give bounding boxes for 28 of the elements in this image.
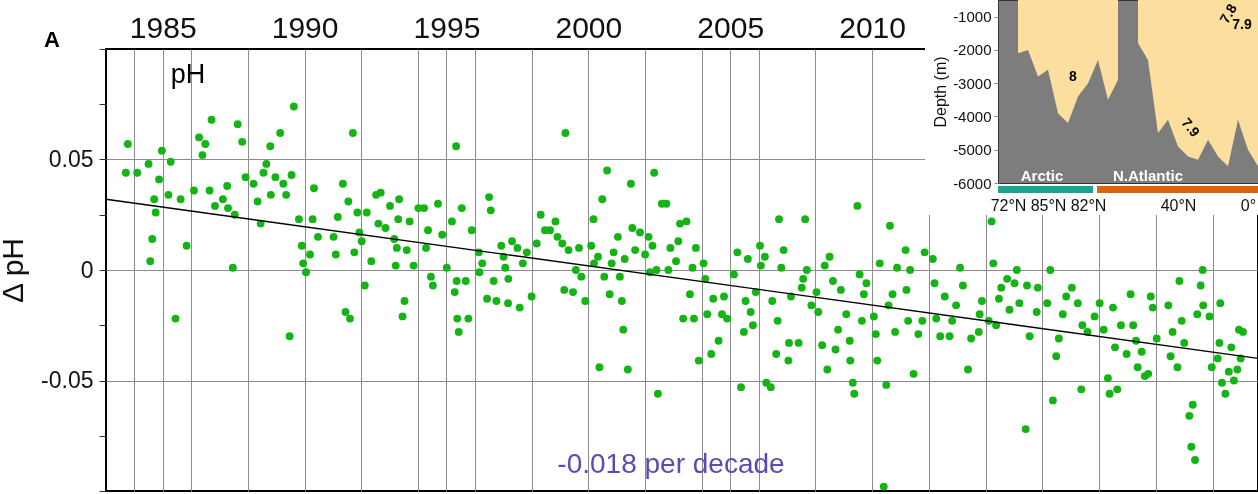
x-tick-label: 1985 (129, 10, 197, 44)
y-tick-label: -1000 (953, 8, 992, 26)
annotation: 8 (1069, 68, 1078, 84)
y-tick-label: -3000 (953, 74, 992, 92)
x-tick-label: 82°N (1070, 196, 1107, 214)
y-tick-label: 0.05 (48, 146, 94, 172)
x-tick-label: 1995 (413, 10, 481, 44)
y-tick-label: -5000 (953, 141, 992, 159)
x-tick-label: 2005 (697, 10, 765, 44)
x-tick-label: 0° (1240, 196, 1257, 214)
x-tick-label: 72°N (990, 196, 1027, 214)
text: A (44, 27, 61, 52)
x-tick-label: 85°N (1030, 196, 1067, 214)
x-tick-label: 2000 (555, 10, 623, 44)
y-tick-label: -0.05 (41, 367, 94, 393)
annotation: 7.9 (1178, 114, 1204, 141)
y-tick-label: 0 (80, 256, 94, 283)
y-tick-label: -2000 (953, 41, 992, 59)
x-tick-label: 1990 (271, 10, 339, 44)
y-axis-title: Depth (m) (932, 56, 950, 128)
y-tick-label: -4000 (953, 107, 992, 125)
annotation: N.Atlantic (1112, 167, 1184, 184)
x-tick-label: 2010 (839, 10, 906, 44)
y-axis-title: Δ pH (0, 237, 30, 304)
x-tick-label: 40°N (1160, 196, 1197, 214)
annotation: Arctic (1020, 167, 1064, 184)
annotation: pH (170, 59, 206, 89)
y-tick-label: -6000 (953, 174, 992, 192)
